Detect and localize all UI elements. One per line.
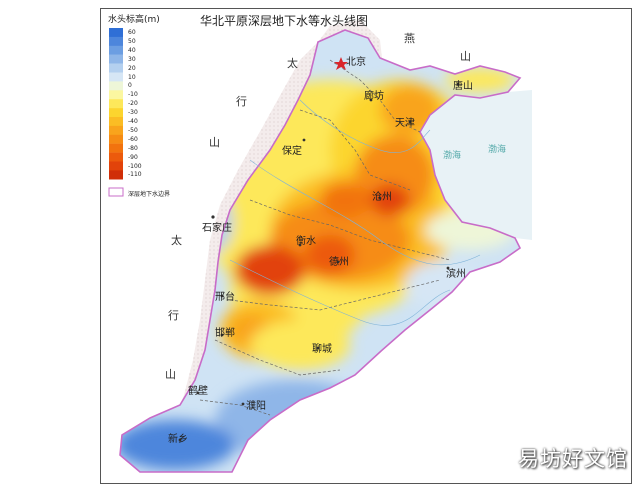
place-label-puyang: 濮阳 xyxy=(246,401,266,412)
region-label-taihang-2: 行 xyxy=(236,95,247,108)
legend-label: 20 xyxy=(128,64,136,72)
legend-swatch xyxy=(109,45,123,55)
bohai-sea xyxy=(420,90,532,240)
legend-label: -50 xyxy=(128,126,138,134)
place-label-handan: 邯郸 xyxy=(215,328,235,339)
legend-swatch xyxy=(109,152,123,162)
place-label-tangshan: 唐山 xyxy=(453,81,473,92)
legend-label: -40 xyxy=(128,118,138,125)
region-label-taihang-5: 行 xyxy=(168,309,179,322)
place-label-liaocheng: 聊城 xyxy=(312,344,332,355)
legend-label: 30 xyxy=(128,55,136,63)
legend-boundary-swatch xyxy=(108,187,124,197)
legend-swatch xyxy=(109,125,123,135)
legend-label: -80 xyxy=(128,144,138,152)
legend-label: -20 xyxy=(128,100,138,108)
legend-swatch xyxy=(109,99,123,109)
province-borders xyxy=(199,59,451,416)
legend-swatches xyxy=(109,28,123,180)
place-label-beijing: 北京 xyxy=(346,57,366,68)
sea-label-bohai-2: 渤海 xyxy=(488,145,507,155)
legend-label: -30 xyxy=(128,109,138,117)
region-label-yanshan-2: 山 xyxy=(460,50,471,63)
western-hills xyxy=(180,42,318,405)
legend-label: -90 xyxy=(128,153,138,161)
legend-swatch xyxy=(109,170,123,180)
place-label-cangzhou: 沧州 xyxy=(372,192,392,203)
place-label-binzhou: 滨州 xyxy=(446,269,466,280)
legend-swatch xyxy=(109,81,123,91)
legend-swatch xyxy=(109,90,123,100)
legend-label: -60 xyxy=(128,135,138,143)
capital-star-icon xyxy=(334,57,348,70)
legend-boundary-label: 深层地下水边界 xyxy=(128,191,171,198)
place-label-dezhou: 德州 xyxy=(329,257,349,268)
region-label-yanshan-1: 燕 xyxy=(404,32,415,45)
legend-title: 水头标高(m) xyxy=(108,15,160,25)
legend-swatch xyxy=(109,36,123,46)
legend-swatch xyxy=(109,161,123,171)
legend-label: 0 xyxy=(128,82,132,90)
region-label-taihang-1: 太 xyxy=(287,57,298,70)
legend-label: 10 xyxy=(128,73,136,81)
region-label-taihang-3: 山 xyxy=(209,136,220,149)
legend-swatch xyxy=(109,72,123,82)
legend-label: -10 xyxy=(128,91,138,99)
legend-swatch xyxy=(109,28,123,38)
city-markers xyxy=(178,82,460,442)
place-label-xinxiang: 新乡 xyxy=(168,434,188,445)
place-label-tianjin: 天津 xyxy=(395,118,415,129)
map-title: 华北平原深层地下水等水头线图 xyxy=(200,14,369,28)
legend-swatch xyxy=(109,54,123,64)
legend-swatch xyxy=(109,143,123,153)
place-label-xingtai: 邢台 xyxy=(215,292,235,303)
legend-swatch xyxy=(109,117,123,127)
sea-label-bohai-1: 渤海 xyxy=(443,151,462,161)
plain-boundary xyxy=(119,29,522,473)
place-label-langfang: 廊坊 xyxy=(364,91,384,102)
place-label-hebi: 鹤壁 xyxy=(188,386,208,397)
legend-label: -100 xyxy=(128,162,142,170)
watermark: 易坊好文馆 xyxy=(518,447,628,471)
place-label-baoding: 保定 xyxy=(282,146,302,157)
legend-swatch xyxy=(109,108,123,118)
region-label-taihang-4: 太 xyxy=(171,234,182,247)
rivers xyxy=(229,99,481,326)
legend-label: -110 xyxy=(128,171,142,179)
legend-label: 40 xyxy=(128,46,136,54)
legend-label: 60 xyxy=(128,29,136,36)
region-label-taihang-6: 山 xyxy=(165,368,176,381)
place-label-shijiazhuang: 石家庄 xyxy=(202,223,232,234)
legend-swatch xyxy=(109,134,123,144)
place-label-hengshui: 衡水 xyxy=(296,236,316,247)
legend-swatch xyxy=(109,63,123,73)
legend-label: 50 xyxy=(128,37,136,45)
